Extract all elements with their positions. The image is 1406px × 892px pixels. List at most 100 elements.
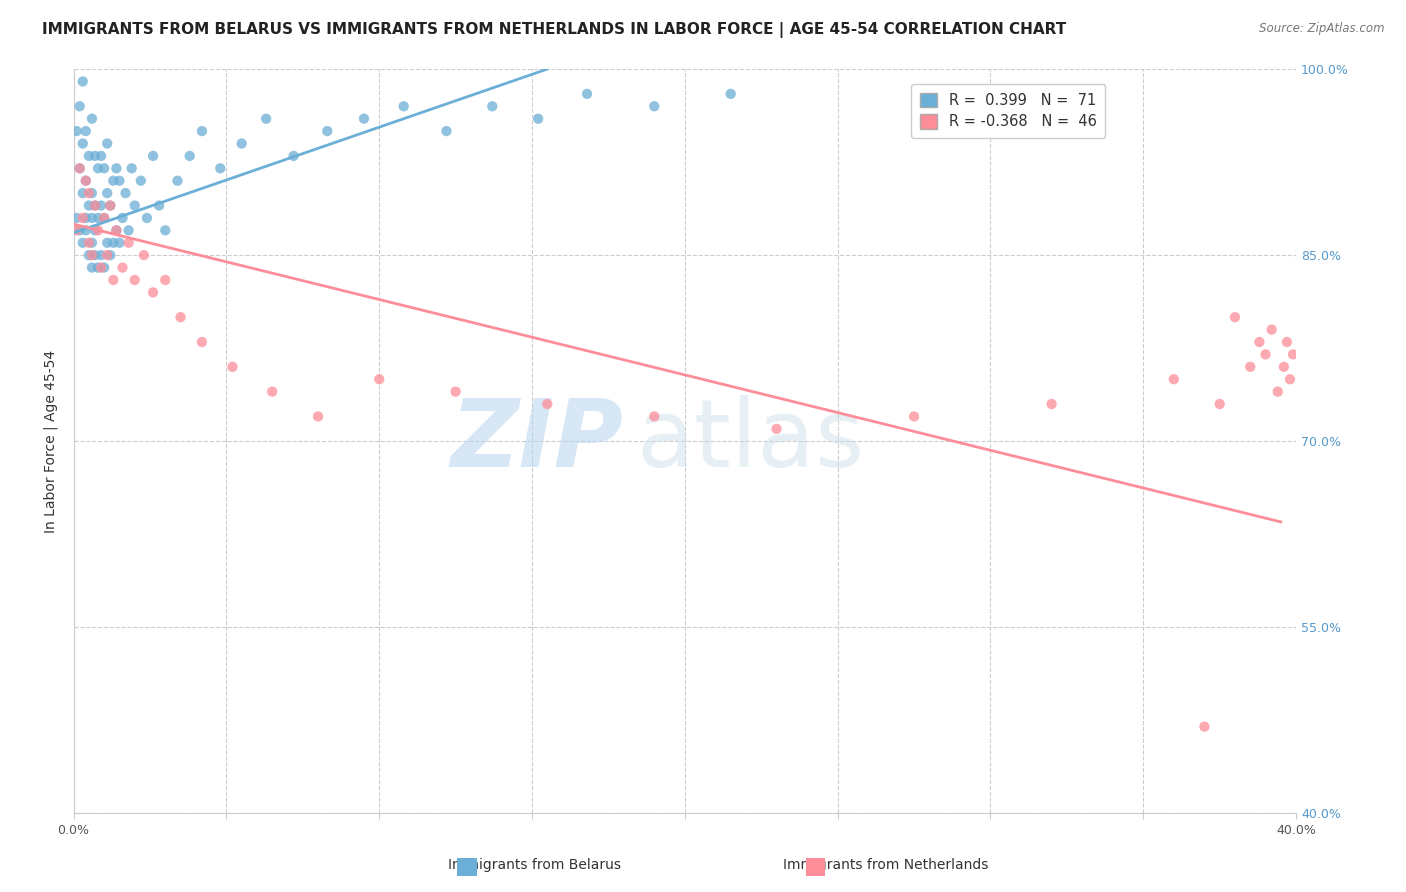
Text: ZIP: ZIP xyxy=(451,395,624,487)
Point xyxy=(69,161,91,176)
Point xyxy=(1282,347,1305,361)
Point xyxy=(87,260,110,275)
Point xyxy=(169,310,191,325)
Point xyxy=(84,198,107,212)
Point xyxy=(392,99,415,113)
Point xyxy=(191,334,214,349)
Point xyxy=(80,186,103,201)
Point xyxy=(643,99,665,113)
Point xyxy=(66,124,89,138)
Point xyxy=(1163,372,1185,386)
Point xyxy=(96,248,118,262)
Point xyxy=(114,186,136,201)
Point xyxy=(69,223,91,237)
Point xyxy=(103,235,125,250)
Point xyxy=(93,211,115,225)
Point xyxy=(307,409,329,424)
Point xyxy=(231,136,253,151)
Point xyxy=(132,248,155,262)
Point xyxy=(1208,397,1230,411)
Point xyxy=(1278,372,1301,386)
Point xyxy=(155,273,177,287)
Point xyxy=(98,248,121,262)
Point xyxy=(72,235,94,250)
Point xyxy=(368,372,391,386)
Point xyxy=(117,223,139,237)
Point xyxy=(87,161,110,176)
Point xyxy=(117,235,139,250)
Point xyxy=(77,248,100,262)
Point xyxy=(72,136,94,151)
Point xyxy=(124,273,146,287)
Point xyxy=(209,161,232,176)
Point xyxy=(96,235,118,250)
Point xyxy=(87,211,110,225)
Point xyxy=(66,223,89,237)
Point xyxy=(72,74,94,88)
Point xyxy=(93,211,115,225)
Point xyxy=(69,161,91,176)
Point xyxy=(191,124,214,138)
Point xyxy=(148,198,170,212)
Point xyxy=(84,149,107,163)
Point xyxy=(283,149,305,163)
Text: Immigrants from Belarus: Immigrants from Belarus xyxy=(447,858,621,872)
Point xyxy=(98,198,121,212)
Point xyxy=(221,359,243,374)
Point xyxy=(75,124,97,138)
Point xyxy=(105,223,128,237)
Point xyxy=(66,211,89,225)
Point xyxy=(1267,384,1289,399)
Point xyxy=(1275,334,1298,349)
Point xyxy=(576,87,599,101)
Point xyxy=(527,112,550,126)
Point xyxy=(124,198,146,212)
Point xyxy=(93,161,115,176)
Point xyxy=(1223,310,1246,325)
Point xyxy=(87,223,110,237)
Point xyxy=(75,174,97,188)
Point xyxy=(77,149,100,163)
Point xyxy=(179,149,201,163)
Point xyxy=(111,211,134,225)
Point xyxy=(105,161,128,176)
Point xyxy=(72,211,94,225)
Point xyxy=(105,223,128,237)
Point xyxy=(316,124,339,138)
Point xyxy=(166,174,188,188)
Point xyxy=(720,87,742,101)
Point xyxy=(80,235,103,250)
Point xyxy=(90,248,112,262)
Point xyxy=(90,198,112,212)
Point xyxy=(136,211,159,225)
Point xyxy=(80,260,103,275)
Point xyxy=(84,223,107,237)
Text: Source: ZipAtlas.com: Source: ZipAtlas.com xyxy=(1260,22,1385,36)
Point xyxy=(254,112,277,126)
Point xyxy=(121,161,143,176)
Point xyxy=(77,235,100,250)
Point xyxy=(103,273,125,287)
Point xyxy=(90,260,112,275)
Point xyxy=(536,397,558,411)
Point xyxy=(1260,323,1282,337)
Point xyxy=(72,186,94,201)
Point xyxy=(1272,359,1295,374)
Point xyxy=(1254,347,1277,361)
Point xyxy=(444,384,467,399)
Y-axis label: In Labor Force | Age 45-54: In Labor Force | Age 45-54 xyxy=(44,350,58,533)
Point xyxy=(1249,334,1271,349)
Legend: R =  0.399   N =  71, R = -0.368   N =  46: R = 0.399 N = 71, R = -0.368 N = 46 xyxy=(911,84,1105,138)
Point xyxy=(903,409,925,424)
Point xyxy=(69,99,91,113)
Point xyxy=(98,198,121,212)
Point xyxy=(90,149,112,163)
Point xyxy=(77,198,100,212)
Point xyxy=(80,211,103,225)
Text: Immigrants from Netherlands: Immigrants from Netherlands xyxy=(783,858,988,872)
Point xyxy=(93,260,115,275)
Point xyxy=(75,223,97,237)
Point xyxy=(129,174,152,188)
Point xyxy=(96,136,118,151)
Point xyxy=(96,186,118,201)
